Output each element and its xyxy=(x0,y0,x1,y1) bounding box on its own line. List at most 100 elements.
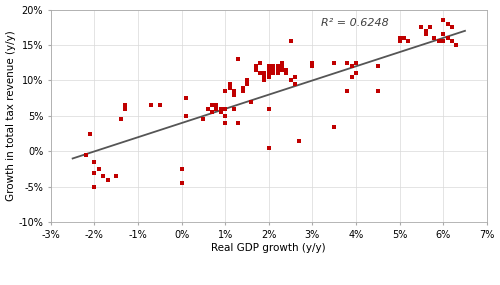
Point xyxy=(86,131,94,136)
Point xyxy=(234,121,242,125)
Point xyxy=(260,75,268,79)
Point xyxy=(178,167,186,171)
Point xyxy=(282,68,290,72)
Point xyxy=(243,82,251,86)
Point xyxy=(99,174,107,178)
Point xyxy=(82,153,90,157)
Point xyxy=(422,32,430,37)
Point xyxy=(400,36,408,40)
Point xyxy=(104,178,112,182)
Point xyxy=(286,78,294,83)
Point xyxy=(439,18,447,23)
Point xyxy=(265,64,273,69)
Point xyxy=(430,36,438,40)
Point xyxy=(256,71,264,76)
Point xyxy=(374,64,382,69)
Point xyxy=(217,110,225,115)
Point xyxy=(396,39,404,44)
Point xyxy=(296,139,304,143)
Point xyxy=(278,60,286,65)
Point xyxy=(182,114,190,118)
Point xyxy=(452,43,460,47)
Point xyxy=(330,60,338,65)
Point xyxy=(348,75,356,79)
Point xyxy=(90,160,98,164)
Point xyxy=(352,71,360,76)
Point xyxy=(234,57,242,62)
Point xyxy=(204,107,212,111)
Point xyxy=(282,71,290,76)
Point xyxy=(226,82,234,86)
Point xyxy=(260,78,268,83)
Point xyxy=(435,39,443,44)
Point xyxy=(256,60,264,65)
Point xyxy=(112,174,120,178)
Point xyxy=(444,36,452,40)
Point xyxy=(243,78,251,83)
Point xyxy=(147,103,155,107)
Point xyxy=(221,89,229,93)
Point xyxy=(90,185,98,189)
Point xyxy=(252,68,260,72)
Point xyxy=(116,117,124,122)
Point xyxy=(252,64,260,69)
Point xyxy=(226,85,234,90)
Point xyxy=(265,146,273,150)
Point xyxy=(269,64,277,69)
Point xyxy=(396,36,404,40)
Point xyxy=(182,96,190,101)
Point xyxy=(221,107,229,111)
Point xyxy=(221,121,229,125)
Point xyxy=(260,71,268,76)
Point xyxy=(208,103,216,107)
Point xyxy=(274,71,281,76)
Point xyxy=(221,114,229,118)
Point xyxy=(121,103,129,107)
Point xyxy=(418,25,426,30)
Point xyxy=(265,75,273,79)
Point xyxy=(444,21,452,26)
Point xyxy=(265,107,273,111)
Point xyxy=(308,64,316,69)
Point xyxy=(352,60,360,65)
Point xyxy=(95,167,103,171)
Y-axis label: Growth in total tax revenue (y/y): Growth in total tax revenue (y/y) xyxy=(6,30,16,201)
Point xyxy=(344,60,351,65)
Point xyxy=(238,85,246,90)
Point xyxy=(265,68,273,72)
Point xyxy=(291,75,299,79)
Point xyxy=(274,64,281,69)
Point xyxy=(330,124,338,129)
Point xyxy=(230,107,238,111)
Point xyxy=(269,68,277,72)
Point xyxy=(269,71,277,76)
X-axis label: Real GDP growth (y/y): Real GDP growth (y/y) xyxy=(212,243,326,253)
Point xyxy=(200,117,207,122)
Point xyxy=(448,25,456,30)
Point xyxy=(156,103,164,107)
Point xyxy=(426,25,434,30)
Point xyxy=(374,89,382,93)
Point xyxy=(286,39,294,44)
Point xyxy=(243,78,251,83)
Point xyxy=(278,64,286,69)
Text: R² = 0.6248: R² = 0.6248 xyxy=(321,18,389,28)
Point xyxy=(90,170,98,175)
Point xyxy=(396,39,404,44)
Point xyxy=(121,107,129,111)
Point xyxy=(404,39,412,44)
Point xyxy=(265,71,273,76)
Point xyxy=(208,110,216,115)
Point xyxy=(230,92,238,97)
Point xyxy=(422,28,430,33)
Point xyxy=(274,68,281,72)
Point xyxy=(291,82,299,86)
Point xyxy=(278,68,286,72)
Point xyxy=(344,89,351,93)
Point xyxy=(439,39,447,44)
Point xyxy=(230,89,238,93)
Point xyxy=(439,32,447,37)
Point xyxy=(238,89,246,93)
Point xyxy=(212,103,220,107)
Point xyxy=(348,64,356,69)
